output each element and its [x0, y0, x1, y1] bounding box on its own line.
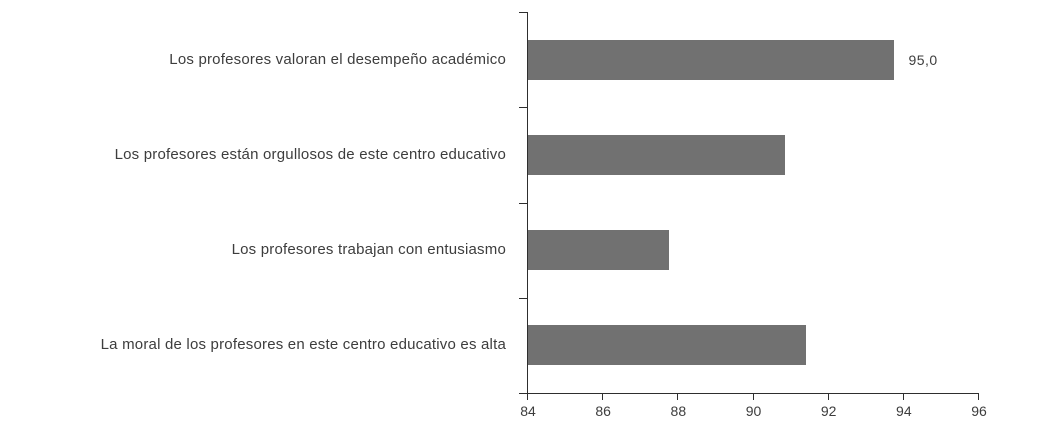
x-tick-label: 96	[971, 403, 987, 419]
y-tick	[519, 393, 527, 394]
y-axis-line	[527, 12, 528, 393]
x-tick-label: 84	[520, 403, 536, 419]
x-tick-label: 86	[595, 403, 611, 419]
category-label: Los profesores valoran el desempeño acad…	[169, 50, 506, 68]
bar-value-label: 95,0	[908, 51, 938, 68]
bar	[528, 325, 807, 366]
x-tick-label: 92	[820, 403, 837, 419]
category-label: Los profesores están orgullosos de este …	[114, 145, 506, 163]
x-tick-label: 94	[896, 403, 912, 419]
category-label: La moral de los profesores en este centr…	[100, 336, 506, 354]
x-tick	[752, 393, 754, 400]
x-tick	[827, 393, 829, 400]
y-tick	[519, 12, 527, 13]
y-tick	[519, 107, 527, 109]
bar	[528, 230, 669, 271]
category-label: Los profesores trabajan con entusiasmo	[231, 241, 506, 259]
bar	[528, 39, 895, 80]
x-tick	[602, 393, 604, 400]
x-tick-label: 90	[745, 403, 762, 419]
x-tick-label: 88	[670, 403, 687, 419]
x-tick	[902, 393, 904, 400]
x-tick	[677, 393, 679, 400]
x-tick	[527, 393, 528, 400]
x-tick	[978, 393, 979, 400]
y-tick	[519, 297, 527, 299]
y-tick	[519, 202, 527, 204]
bar	[528, 134, 786, 175]
